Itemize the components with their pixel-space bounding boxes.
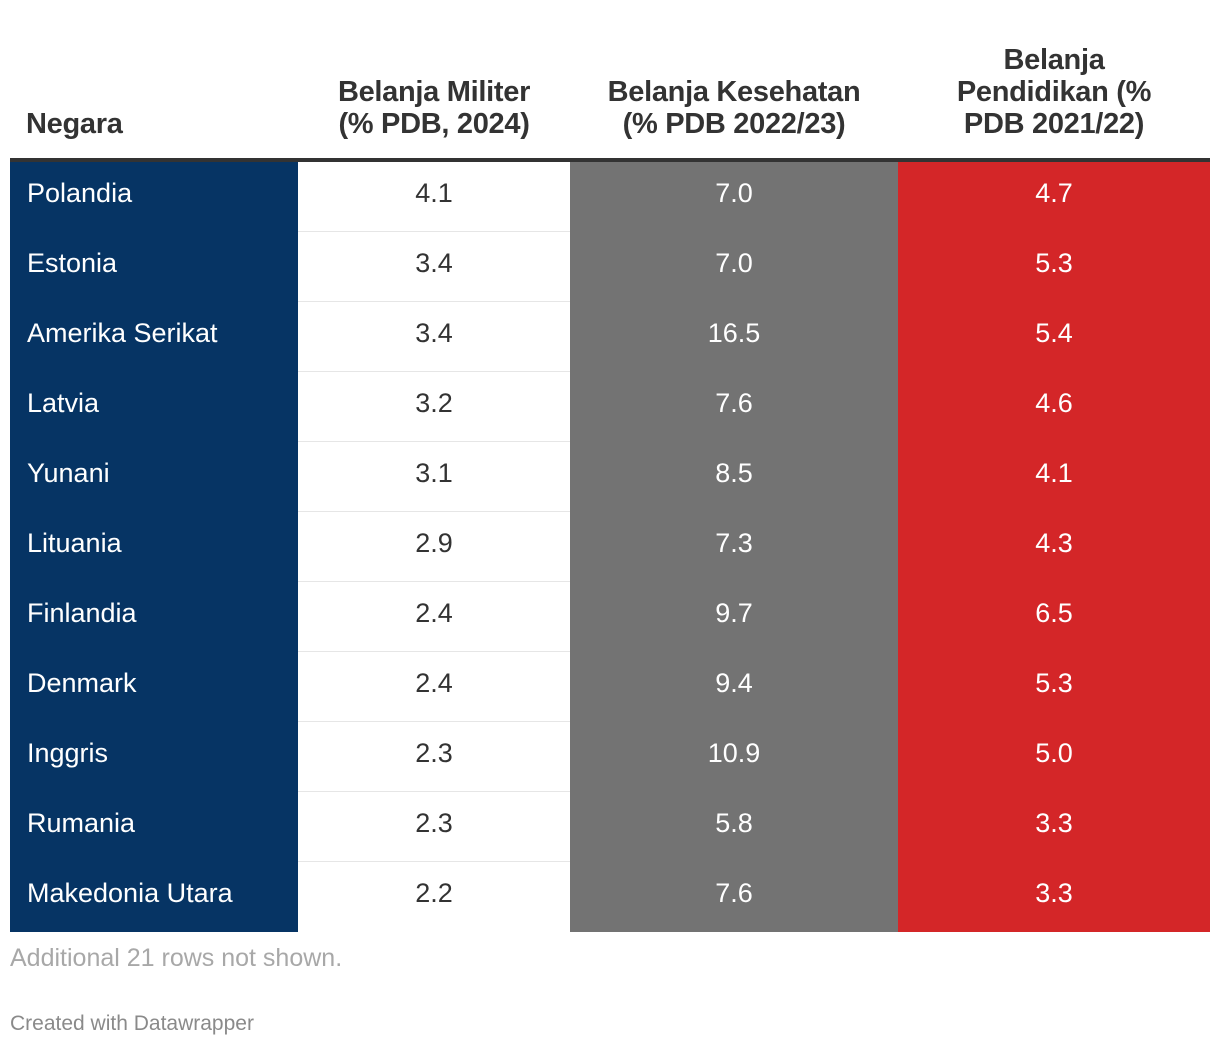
- cell-negara: Denmark: [10, 652, 298, 722]
- cell-belanja-militer: 2.3: [298, 792, 570, 862]
- header-belanja-pendidikan-line3: PDB 2021/22): [963, 108, 1145, 140]
- rows-not-shown-note: Additional 21 rows not shown.: [10, 944, 343, 972]
- table-row: Rumania 2.3 5.8 3.3: [10, 792, 1210, 862]
- cell-belanja-pendidikan: 5.0: [898, 722, 1210, 792]
- cell-belanja-kesehatan: 7.6: [570, 372, 898, 442]
- cell-belanja-kesehatan: 9.4: [570, 652, 898, 722]
- datawrapper-credit[interactable]: Created with Datawrapper: [10, 1012, 254, 1035]
- data-table: Negara Belanja Militer (% PDB, 2024) Bel…: [10, 0, 1210, 932]
- cell-negara: Lituania: [10, 512, 298, 582]
- header-belanja-kesehatan[interactable]: Belanja Kesehatan (% PDB 2022/23): [570, 76, 898, 140]
- table-row: Lituania 2.9 7.3 4.3: [10, 512, 1210, 582]
- cell-belanja-militer: 2.9: [298, 512, 570, 582]
- cell-negara: Yunani: [10, 442, 298, 512]
- table-header: Negara Belanja Militer (% PDB, 2024) Bel…: [10, 0, 1210, 162]
- cell-belanja-kesehatan: 10.9: [570, 722, 898, 792]
- cell-belanja-pendidikan: 5.3: [898, 652, 1210, 722]
- header-belanja-militer-line2: (% PDB, 2024): [338, 108, 530, 140]
- cell-belanja-militer: 2.2: [298, 862, 570, 932]
- cell-negara: Polandia: [10, 162, 298, 232]
- cell-belanja-pendidikan: 5.4: [898, 302, 1210, 372]
- header-belanja-militer[interactable]: Belanja Militer (% PDB, 2024): [298, 76, 570, 140]
- cell-belanja-kesehatan: 8.5: [570, 442, 898, 512]
- table-row: Estonia 3.4 7.0 5.3: [10, 232, 1210, 302]
- cell-negara: Inggris: [10, 722, 298, 792]
- table-row: Makedonia Utara 2.2 7.6 3.3: [10, 862, 1210, 932]
- table-row: Denmark 2.4 9.4 5.3: [10, 652, 1210, 722]
- cell-belanja-militer: 2.4: [298, 582, 570, 652]
- cell-belanja-militer: 3.1: [298, 442, 570, 512]
- table-row: Amerika Serikat 3.4 16.5 5.4: [10, 302, 1210, 372]
- cell-belanja-militer: 3.4: [298, 302, 570, 372]
- cell-belanja-pendidikan: 4.1: [898, 442, 1210, 512]
- table-row: Latvia 3.2 7.6 4.6: [10, 372, 1210, 442]
- cell-belanja-kesehatan: 7.0: [570, 162, 898, 232]
- cell-belanja-pendidikan: 4.3: [898, 512, 1210, 582]
- table-body: Polandia 4.1 7.0 4.7 Estonia 3.4 7.0 5.3 Amerika…: [10, 162, 1210, 932]
- cell-belanja-militer: 4.1: [298, 162, 570, 232]
- header-negara[interactable]: Negara: [26, 108, 123, 140]
- cell-negara: Rumania: [10, 792, 298, 862]
- cell-belanja-pendidikan: 3.3: [898, 792, 1210, 862]
- cell-negara: Estonia: [10, 232, 298, 302]
- cell-belanja-militer: 2.4: [298, 652, 570, 722]
- cell-belanja-pendidikan: 3.3: [898, 862, 1210, 932]
- cell-negara: Amerika Serikat: [10, 302, 298, 372]
- table-row: Yunani 3.1 8.5 4.1: [10, 442, 1210, 512]
- cell-belanja-militer: 3.4: [298, 232, 570, 302]
- cell-negara: Latvia: [10, 372, 298, 442]
- cell-belanja-kesehatan: 7.3: [570, 512, 898, 582]
- cell-belanja-militer: 2.3: [298, 722, 570, 792]
- cell-belanja-pendidikan: 5.3: [898, 232, 1210, 302]
- header-belanja-militer-line1: Belanja Militer: [337, 76, 531, 108]
- cell-belanja-pendidikan: 6.5: [898, 582, 1210, 652]
- table-row: Finlandia 2.4 9.7 6.5: [10, 582, 1210, 652]
- cell-belanja-kesehatan: 9.7: [570, 582, 898, 652]
- cell-belanja-kesehatan: 5.8: [570, 792, 898, 862]
- table-row: Inggris 2.3 10.9 5.0: [10, 722, 1210, 792]
- cell-belanja-kesehatan: 16.5: [570, 302, 898, 372]
- header-belanja-pendidikan-line2: Pendidikan (%: [956, 76, 1152, 108]
- cell-belanja-pendidikan: 4.6: [898, 372, 1210, 442]
- table-row: Polandia 4.1 7.0 4.7: [10, 162, 1210, 232]
- cell-negara: Makedonia Utara: [10, 862, 298, 932]
- cell-belanja-pendidikan: 4.7: [898, 162, 1210, 232]
- header-belanja-kesehatan-line1: Belanja Kesehatan: [607, 76, 861, 108]
- cell-negara: Finlandia: [10, 582, 298, 652]
- cell-belanja-kesehatan: 7.6: [570, 862, 898, 932]
- header-belanja-pendidikan[interactable]: Belanja Pendidikan (% PDB 2021/22): [898, 44, 1210, 140]
- cell-belanja-kesehatan: 7.0: [570, 232, 898, 302]
- header-belanja-pendidikan-line1: Belanja: [1003, 44, 1105, 76]
- cell-belanja-militer: 3.2: [298, 372, 570, 442]
- header-belanja-kesehatan-line2: (% PDB 2022/23): [622, 108, 846, 140]
